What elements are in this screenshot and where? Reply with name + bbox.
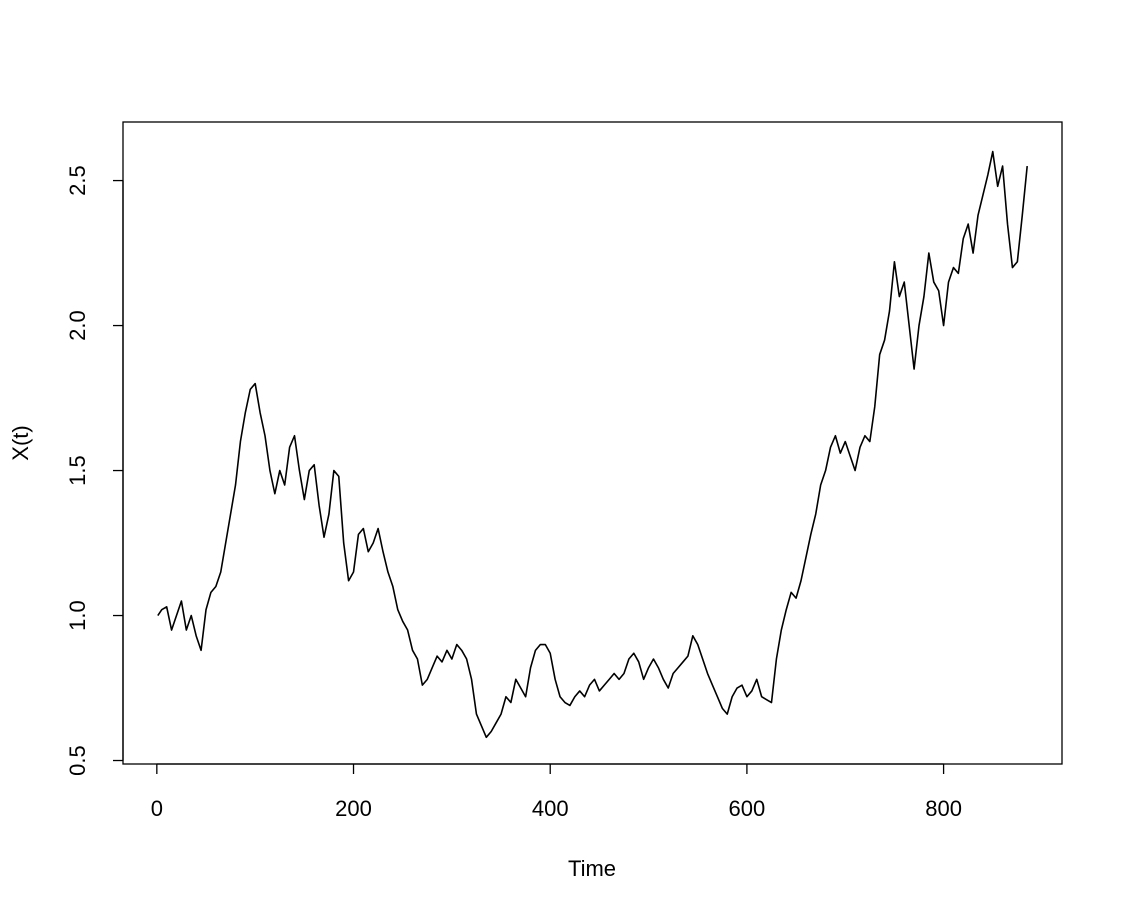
y-tick-label: 2.5: [65, 165, 90, 196]
y-tick-label: 0.5: [65, 745, 90, 776]
y-tick-label: 1.0: [65, 600, 90, 631]
x-tick-label: 200: [335, 796, 372, 821]
data-line: [157, 150, 1028, 739]
x-tick-label: 600: [729, 796, 766, 821]
x-tick-label: 400: [532, 796, 569, 821]
y-tick-label: 2.0: [65, 310, 90, 341]
y-tick-label: 1.5: [65, 455, 90, 486]
x-tick-label: 800: [925, 796, 962, 821]
y-axis-label: X(t): [8, 425, 33, 460]
x-axis-label: Time: [568, 856, 616, 881]
x-tick-label: 0: [151, 796, 163, 821]
plot-frame: [122, 121, 1063, 765]
